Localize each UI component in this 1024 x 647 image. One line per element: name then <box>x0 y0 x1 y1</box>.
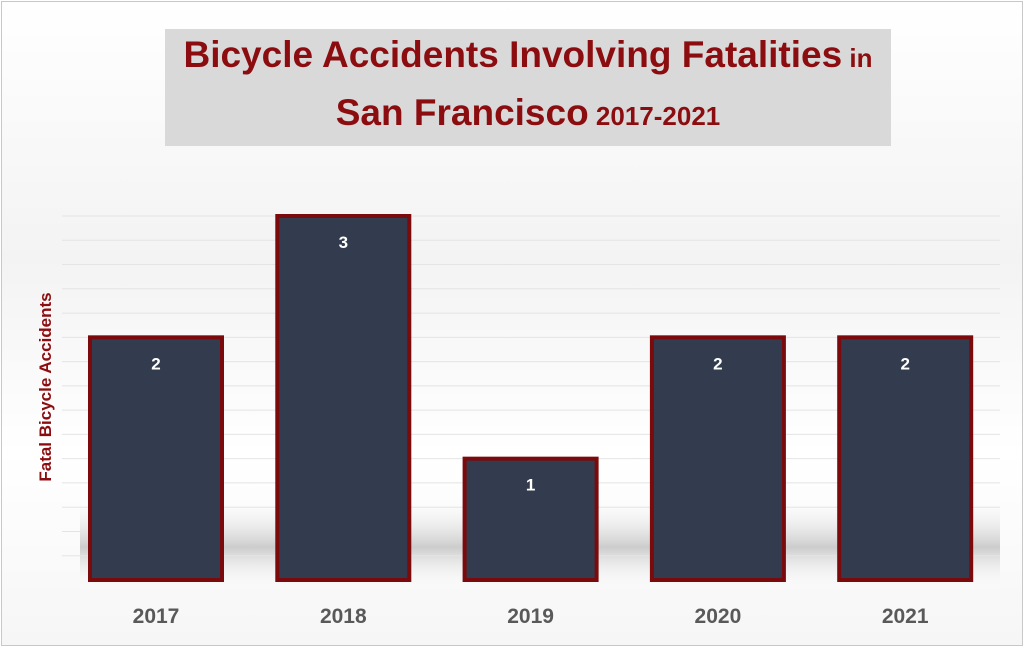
x-axis-ticks: 2017 2018 2019 2020 2021 <box>133 605 929 628</box>
title-line-2-main: San Francisco <box>335 91 589 133</box>
title-line-2-tail: 2017-2021 <box>588 100 721 131</box>
x-tick-2017: 2017 <box>133 605 180 628</box>
data-label-2021: 2 <box>900 354 909 373</box>
bar-2020 <box>649 335 786 583</box>
bar-2017 <box>88 335 224 583</box>
bars <box>88 214 974 583</box>
x-tick-2019: 2019 <box>507 605 554 628</box>
title-line-2: San Francisco 2017-2021 <box>336 88 721 146</box>
title-line-1-tail: in <box>842 42 873 73</box>
data-label-2018: 3 <box>339 233 348 252</box>
x-tick-2021: 2021 <box>882 605 929 628</box>
bar-2021 <box>837 335 974 583</box>
data-labels: 2 3 1 2 2 <box>151 233 910 495</box>
title-line-1-main: Bicycle Accidents Involving Fatalities <box>183 33 843 75</box>
x-tick-2018: 2018 <box>320 605 367 628</box>
data-label-2020: 2 <box>713 354 722 373</box>
data-label-2019: 1 <box>526 476 535 495</box>
bar-2018 <box>275 214 412 582</box>
chart-title: Bicycle Accidents Involving Fatalities i… <box>165 29 891 146</box>
title-line-1: Bicycle Accidents Involving Fatalities i… <box>183 30 872 88</box>
bar-2019 <box>462 456 599 582</box>
data-label-2017: 2 <box>151 354 160 373</box>
x-tick-2020: 2020 <box>695 605 742 628</box>
